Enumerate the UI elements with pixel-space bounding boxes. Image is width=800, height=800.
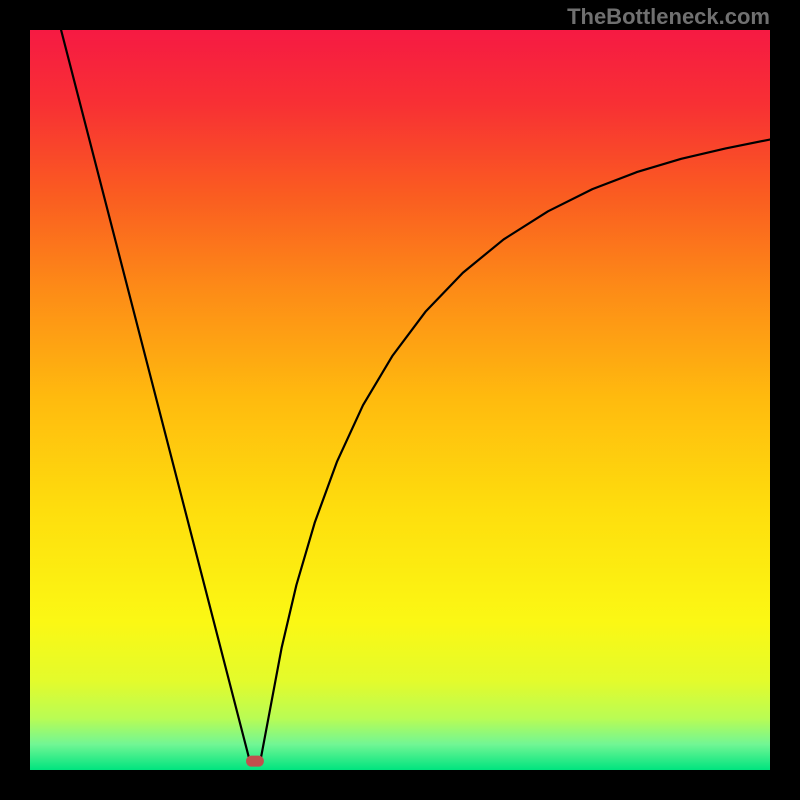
frame-border-left: [0, 30, 30, 770]
plot-svg: [30, 30, 770, 770]
curve-left-branch: [61, 30, 249, 758]
curve-right-branch: [261, 140, 770, 759]
gradient-background: [30, 30, 770, 770]
plot-area: [30, 30, 770, 770]
minimum-marker: [246, 756, 264, 767]
watermark-text: TheBottleneck.com: [567, 4, 770, 30]
chart-stage: TheBottleneck.com: [0, 0, 800, 800]
frame-border-right: [770, 30, 800, 770]
frame-border-bottom: [0, 770, 800, 800]
